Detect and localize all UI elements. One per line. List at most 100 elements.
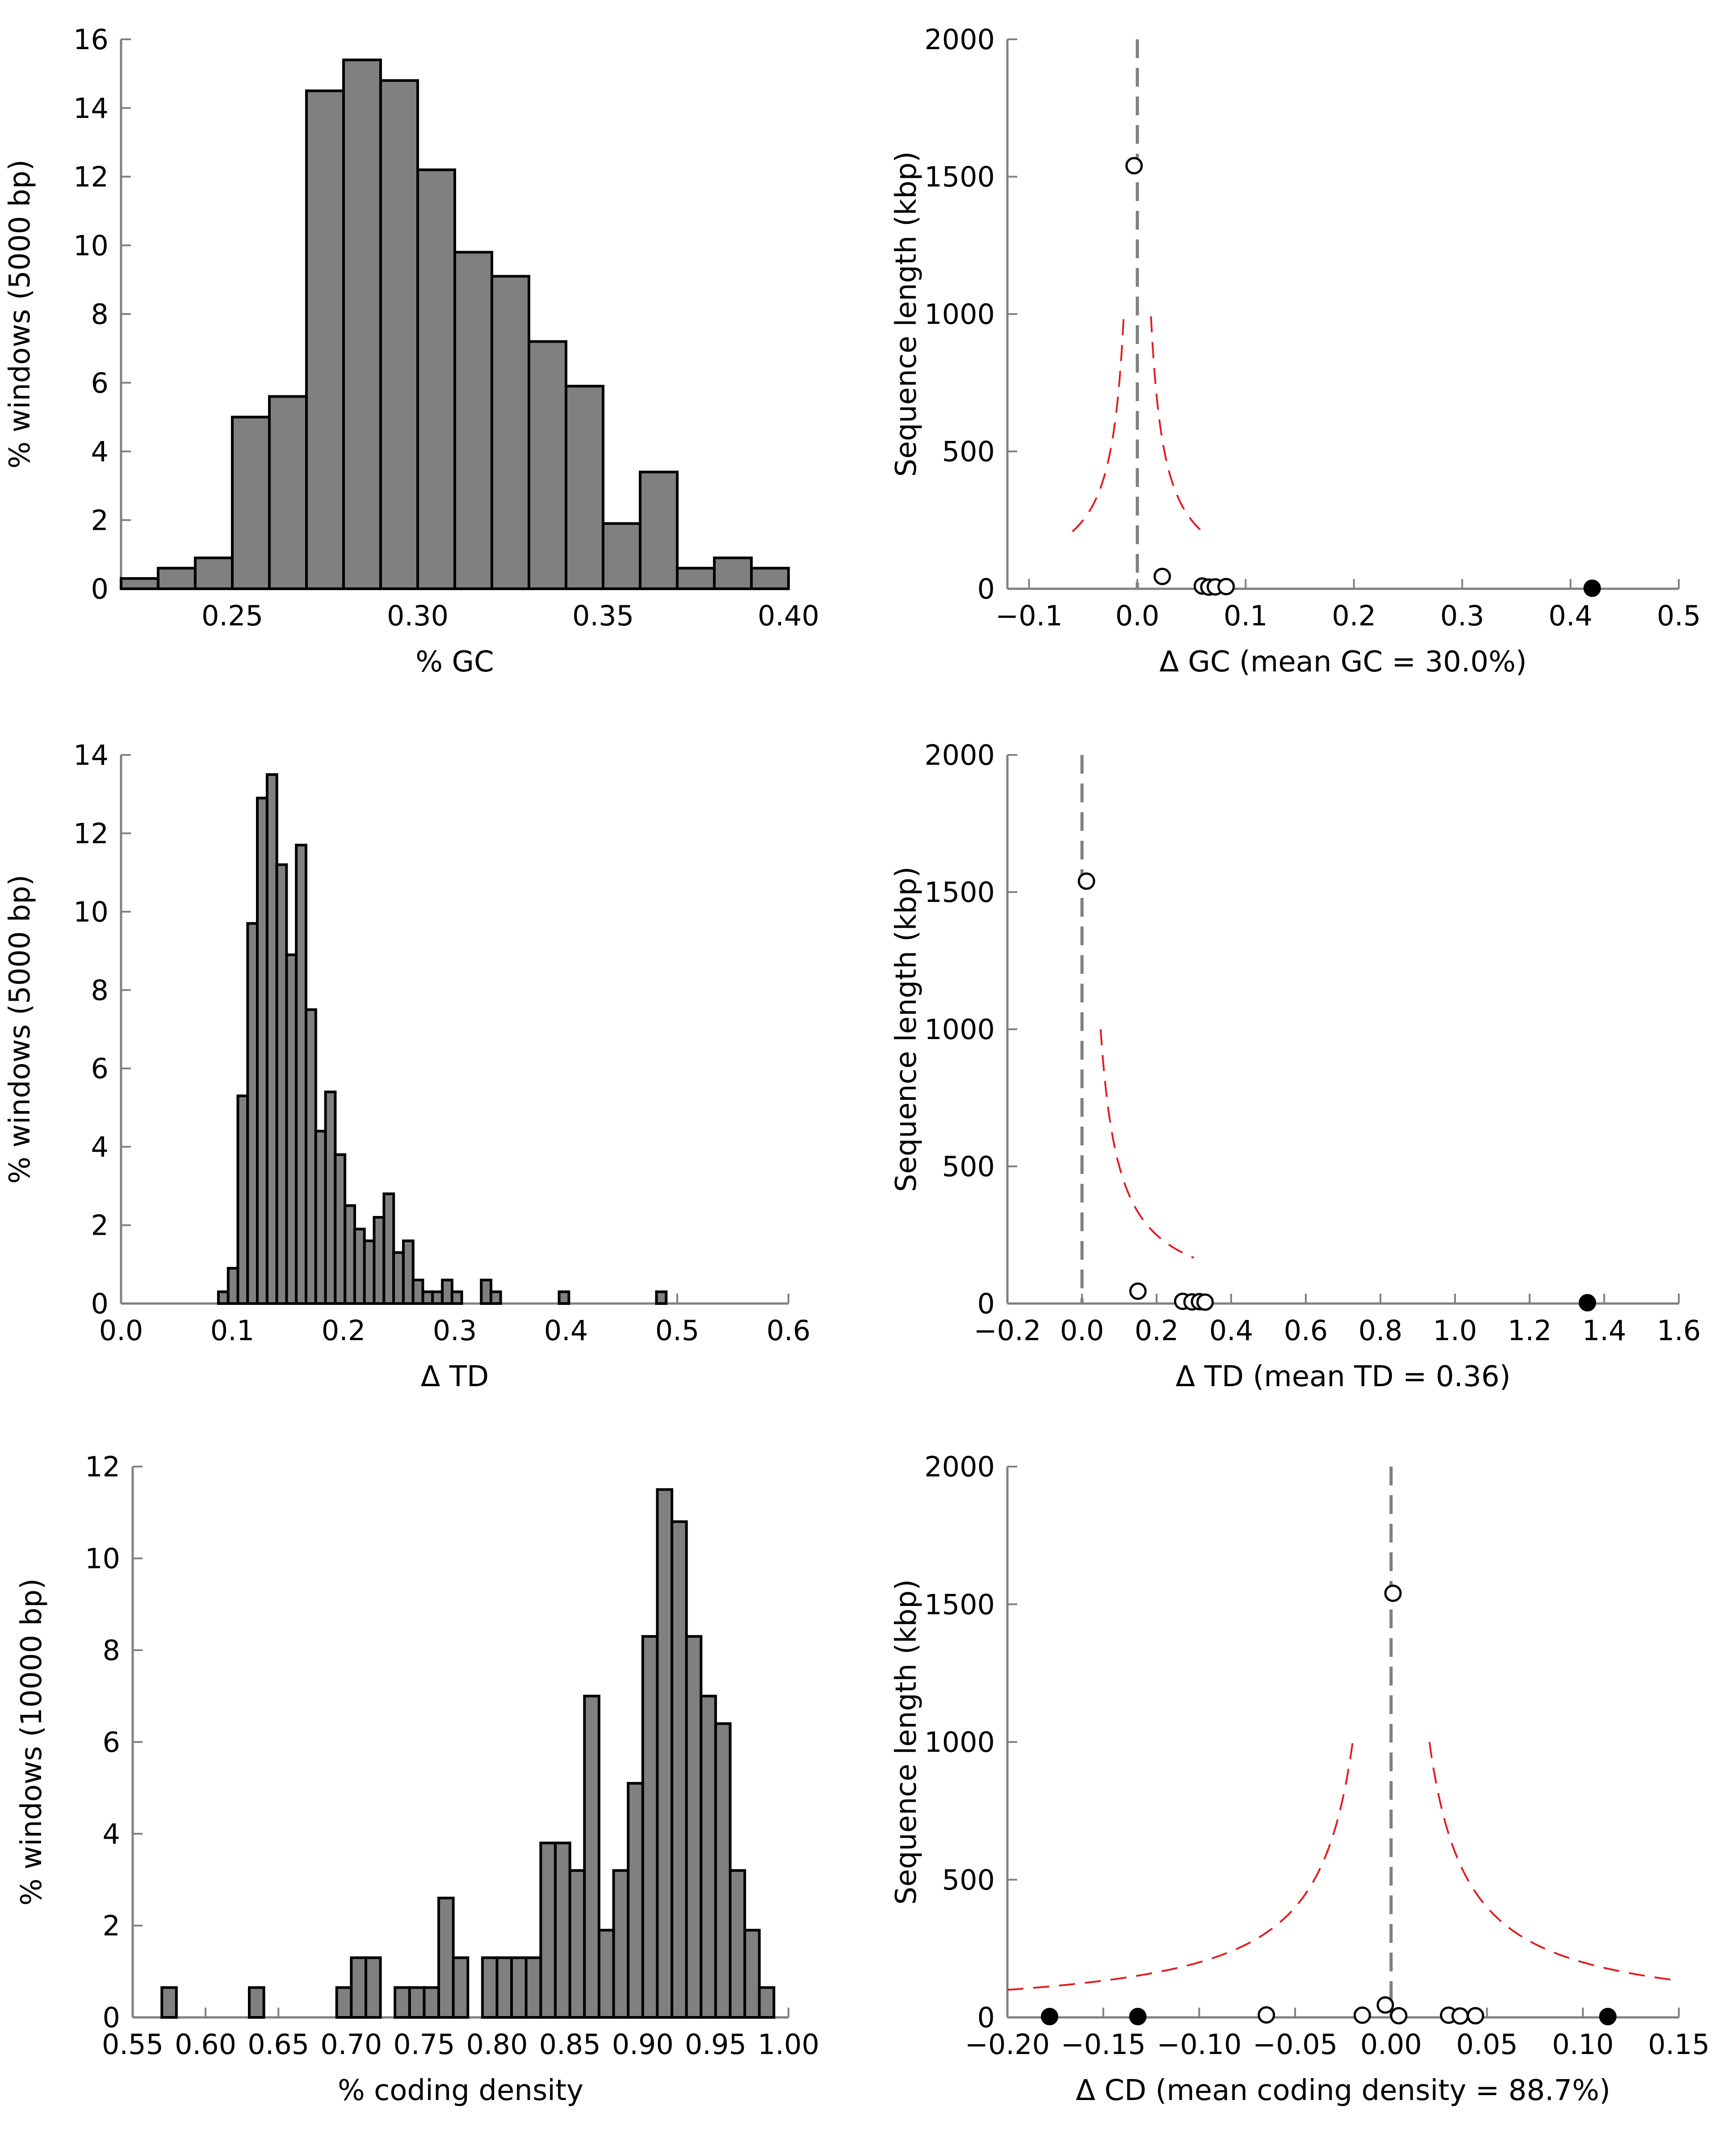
- histogram-bar: [394, 1986, 411, 2019]
- x-tick-label: 0.40: [758, 599, 819, 632]
- x-tick-label: 0.2: [1135, 1314, 1179, 1347]
- scatter-point: [1217, 578, 1235, 595]
- y-tick-label: 12: [73, 161, 109, 193]
- histogram-bar: [265, 773, 278, 1305]
- x-tick-label: 1.2: [1508, 1314, 1552, 1347]
- x-tick-label: 0.5: [655, 1314, 700, 1347]
- histogram-bar: [382, 1192, 395, 1305]
- histogram-bar: [453, 251, 493, 590]
- histogram-bar: [402, 1239, 415, 1305]
- scatter-point: [1467, 2007, 1484, 2025]
- histogram-bar: [554, 1841, 571, 2019]
- histogram-bar: [481, 1956, 499, 2019]
- x-tick-label: 0.1: [210, 1314, 255, 1347]
- histogram-bar: [160, 1986, 178, 2019]
- y-tick-label: 12: [73, 817, 109, 850]
- histogram-bar: [275, 863, 288, 1305]
- histogram-bar: [408, 1986, 426, 2019]
- y-tick-label: 8: [91, 974, 109, 1006]
- x-tick-label: 0.6: [767, 1314, 811, 1347]
- x-tick-label: 1.0: [1433, 1314, 1477, 1347]
- x-tick-label: 0.85: [539, 2028, 601, 2061]
- x-tick-label: −0.1: [995, 599, 1063, 632]
- histogram-bar: [295, 843, 307, 1305]
- x-tick-label: 0.35: [572, 599, 634, 632]
- scatter-point: [1599, 2008, 1617, 2025]
- histogram-bar: [750, 566, 790, 590]
- histogram-bar: [416, 168, 456, 590]
- y-tick-label: 500: [942, 436, 995, 468]
- histogram-bar: [363, 1239, 376, 1305]
- scatter-point: [1129, 1282, 1147, 1300]
- y-axis-label: Sequence length (kbp): [890, 867, 923, 1192]
- x-tick-label: 1.4: [1582, 1314, 1627, 1347]
- histogram-bar: [157, 566, 197, 590]
- histogram-bar: [685, 1635, 703, 2019]
- x-tick-label: 0.00: [1360, 2028, 1422, 2061]
- cd-scatter-panel: 0 500 1000 1500 2000 −0.20 −0.15 −0.10 −0.05 0.00…: [890, 1450, 1710, 2107]
- histogram-bar: [450, 1290, 463, 1305]
- scatter-point: [1153, 567, 1171, 585]
- histogram-bar: [597, 1928, 615, 2019]
- histogram-bar: [641, 1635, 659, 2019]
- x-axis-label: % GC: [415, 646, 494, 679]
- x-tick-label: 0.80: [466, 2028, 528, 2061]
- histogram-bar: [217, 1290, 230, 1305]
- histogram-bar: [524, 1956, 542, 2019]
- histogram-bar: [236, 1094, 249, 1305]
- scatter-point: [1583, 579, 1601, 597]
- scatter-point: [1125, 157, 1143, 175]
- histogram-bar: [627, 1782, 644, 2019]
- y-tick-label: 500: [942, 1150, 995, 1183]
- y-axis-label: Sequence length (kbp): [890, 1579, 923, 1905]
- histogram-bar: [539, 1841, 557, 2019]
- histogram-bar: [480, 1279, 493, 1305]
- histogram-bar: [305, 1008, 317, 1305]
- y-axis-label: % windows (5000 bp): [4, 159, 37, 469]
- x-tick-label: 0.30: [387, 599, 449, 632]
- y-tick-label: 0: [977, 573, 995, 605]
- histogram-bar: [364, 1956, 382, 2019]
- gc-scatter-panel: 0 500 1000 1500 2000 −0.1 0.0 0.1 0.2 0.3 0.4 0.5 Δ …: [890, 23, 1701, 679]
- y-tick-label: 4: [91, 1131, 109, 1163]
- histogram-bar: [528, 340, 567, 590]
- x-tick-label: 0.0: [1060, 1314, 1104, 1347]
- x-tick-label: 0.65: [247, 2028, 309, 2061]
- scatter-point: [1129, 2008, 1147, 2025]
- x-axis-label: Δ CD (mean coding density = 88.7%): [1076, 2074, 1610, 2107]
- scatter-point: [1353, 2006, 1371, 2024]
- x-tick-label: −0.05: [1253, 2028, 1338, 2061]
- x-axis-label: % coding density: [338, 2074, 583, 2107]
- histogram-bar: [729, 1869, 746, 2019]
- y-tick-label: 2: [91, 1209, 109, 1242]
- histogram-bar: [639, 470, 679, 590]
- x-tick-label: 0.4: [1548, 599, 1593, 632]
- scatter-point: [1040, 2008, 1058, 2025]
- y-tick-label: 6: [103, 1726, 120, 1759]
- histogram-bar: [441, 1279, 453, 1305]
- x-tick-label: 0.4: [1209, 1314, 1254, 1347]
- y-tick-label: 1000: [924, 298, 995, 331]
- y-tick-label: 0: [91, 573, 109, 605]
- histogram-bar: [342, 59, 382, 590]
- x-axis-label: Δ GC (mean GC = 30.0%): [1159, 646, 1526, 679]
- histogram-bar: [247, 1986, 265, 2019]
- y-tick-label: 2: [91, 504, 109, 537]
- x-tick-label: 0.55: [102, 2028, 164, 2061]
- histogram-bar: [452, 1956, 470, 2019]
- scatter-point: [1384, 1585, 1402, 1602]
- histogram-bar: [743, 1928, 761, 2019]
- y-tick-label: 1000: [924, 1726, 995, 1759]
- outlier-boundary-left: [1071, 316, 1125, 532]
- y-axis-label: Sequence length (kbp): [890, 151, 923, 477]
- y-tick-label: 14: [73, 92, 109, 125]
- y-tick-label: 10: [73, 896, 109, 928]
- y-tick-label: 2000: [924, 23, 995, 56]
- histogram-bar: [489, 1290, 502, 1305]
- x-tick-label: 0.70: [320, 2028, 382, 2061]
- y-tick-label: 10: [73, 229, 109, 262]
- histogram-bar: [335, 1986, 353, 2019]
- x-axis-label: Δ TD (mean TD = 0.36): [1176, 1360, 1511, 1393]
- x-axis-label: Δ TD: [421, 1360, 489, 1393]
